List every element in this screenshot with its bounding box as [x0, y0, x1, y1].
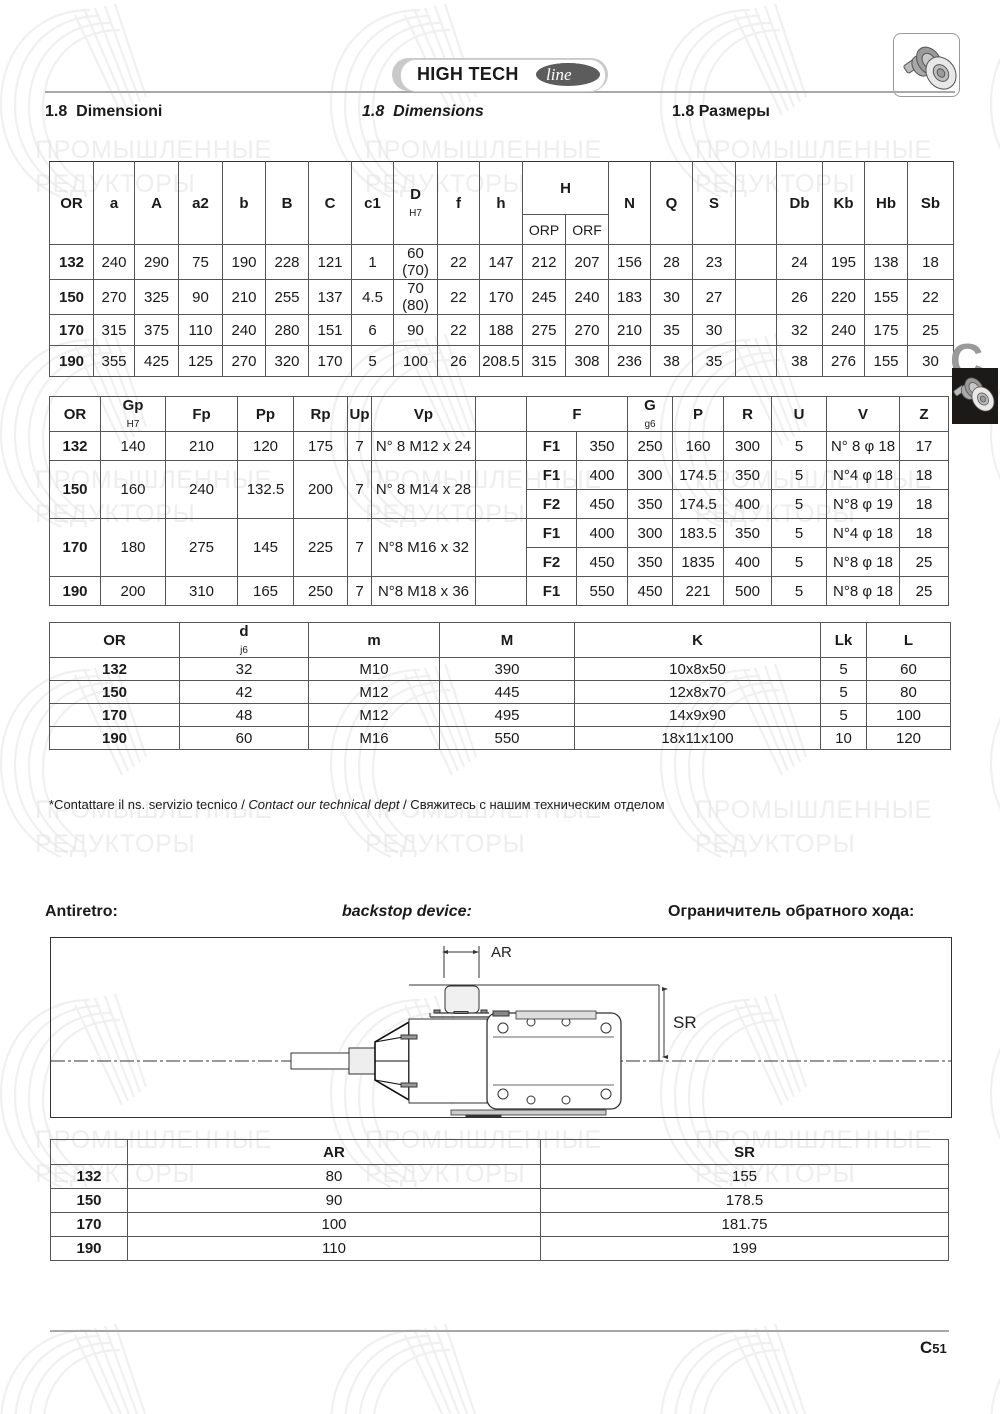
svg-text:AR: AR — [491, 944, 512, 961]
svg-text:line: line — [546, 65, 572, 84]
svg-text:SR: SR — [673, 1013, 697, 1032]
